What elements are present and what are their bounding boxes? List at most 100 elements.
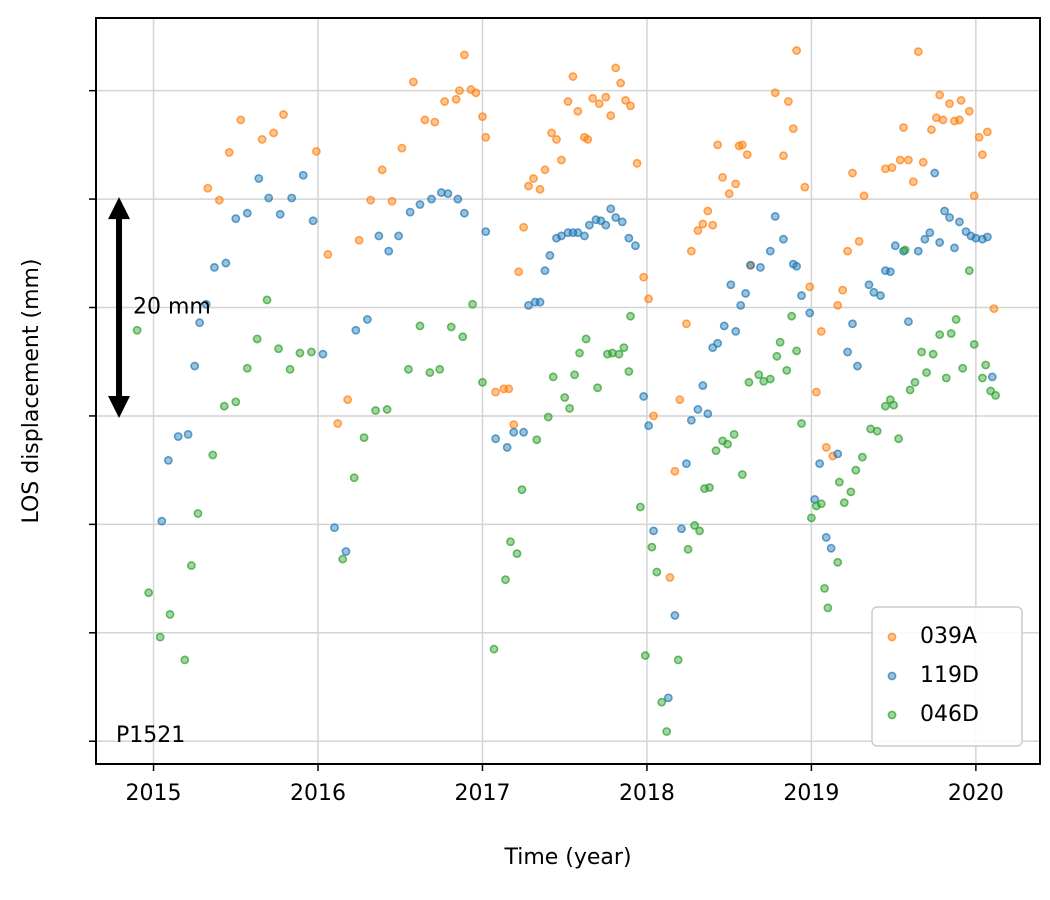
- point: [677, 524, 686, 534]
- point: [593, 383, 603, 393]
- point: [913, 47, 923, 57]
- point: [904, 317, 913, 327]
- point: [843, 347, 852, 357]
- point: [195, 318, 205, 328]
- point: [632, 158, 642, 168]
- point: [792, 46, 801, 55]
- point: [624, 367, 634, 376]
- point: [910, 377, 920, 387]
- point: [991, 390, 1000, 400]
- point: [731, 179, 741, 189]
- point: [905, 385, 915, 395]
- point: [502, 442, 512, 452]
- point: [144, 588, 154, 598]
- point: [989, 304, 999, 313]
- point: [938, 115, 948, 125]
- point: [950, 243, 959, 253]
- arrow-head: [108, 197, 131, 220]
- point: [663, 693, 673, 703]
- point: [458, 332, 468, 342]
- point: [969, 339, 979, 349]
- point: [900, 245, 910, 255]
- point: [287, 193, 297, 203]
- point: [614, 349, 624, 359]
- point: [652, 567, 662, 577]
- point: [512, 549, 522, 559]
- point: [930, 168, 940, 178]
- point: [754, 370, 764, 380]
- point: [940, 206, 950, 216]
- point: [540, 165, 550, 175]
- point: [180, 655, 190, 665]
- legend-marker: [887, 632, 897, 642]
- point: [573, 228, 583, 238]
- point: [987, 372, 997, 382]
- point: [264, 193, 274, 203]
- point: [517, 485, 527, 495]
- legend-box: [871, 606, 1023, 747]
- point: [519, 222, 528, 232]
- point: [354, 235, 364, 245]
- point: [611, 213, 621, 222]
- point: [788, 124, 798, 133]
- point: [524, 181, 533, 191]
- point: [805, 282, 815, 292]
- point: [670, 466, 680, 476]
- point: [675, 395, 685, 405]
- point: [787, 311, 797, 321]
- point: [338, 554, 348, 564]
- point: [443, 189, 453, 199]
- point: [183, 429, 193, 439]
- point: [889, 400, 899, 410]
- point: [978, 373, 987, 383]
- point: [857, 452, 867, 462]
- point: [274, 344, 283, 354]
- point: [404, 364, 413, 374]
- point: [731, 326, 741, 336]
- point: [374, 231, 384, 241]
- point: [621, 96, 630, 105]
- point: [323, 249, 333, 259]
- point: [807, 513, 816, 523]
- legend-marker: [887, 710, 897, 720]
- point: [670, 611, 680, 620]
- point: [920, 234, 930, 244]
- point: [435, 364, 445, 374]
- point: [816, 326, 826, 336]
- point: [377, 165, 387, 175]
- point: [190, 361, 200, 371]
- point: [649, 526, 658, 536]
- point: [186, 561, 196, 570]
- point: [501, 575, 510, 585]
- point: [974, 132, 984, 142]
- point: [705, 483, 714, 492]
- point: [890, 241, 900, 251]
- point: [904, 155, 913, 165]
- point: [616, 78, 626, 88]
- point: [575, 348, 584, 358]
- point: [838, 285, 848, 295]
- point: [341, 547, 351, 556]
- point: [779, 234, 788, 244]
- point: [224, 148, 234, 157]
- point: [509, 427, 519, 437]
- point: [384, 246, 394, 256]
- point: [382, 405, 392, 414]
- point: [231, 397, 241, 407]
- point: [262, 295, 272, 305]
- point: [409, 77, 418, 87]
- point: [928, 349, 938, 359]
- point: [298, 170, 308, 180]
- point: [446, 322, 456, 332]
- point: [557, 155, 566, 165]
- point: [594, 99, 604, 109]
- point: [236, 115, 246, 125]
- point: [529, 174, 538, 183]
- point: [453, 194, 463, 204]
- point: [737, 140, 747, 150]
- point: [285, 364, 295, 374]
- point: [481, 132, 491, 142]
- point: [851, 465, 861, 475]
- point: [848, 168, 857, 178]
- point: [547, 128, 556, 138]
